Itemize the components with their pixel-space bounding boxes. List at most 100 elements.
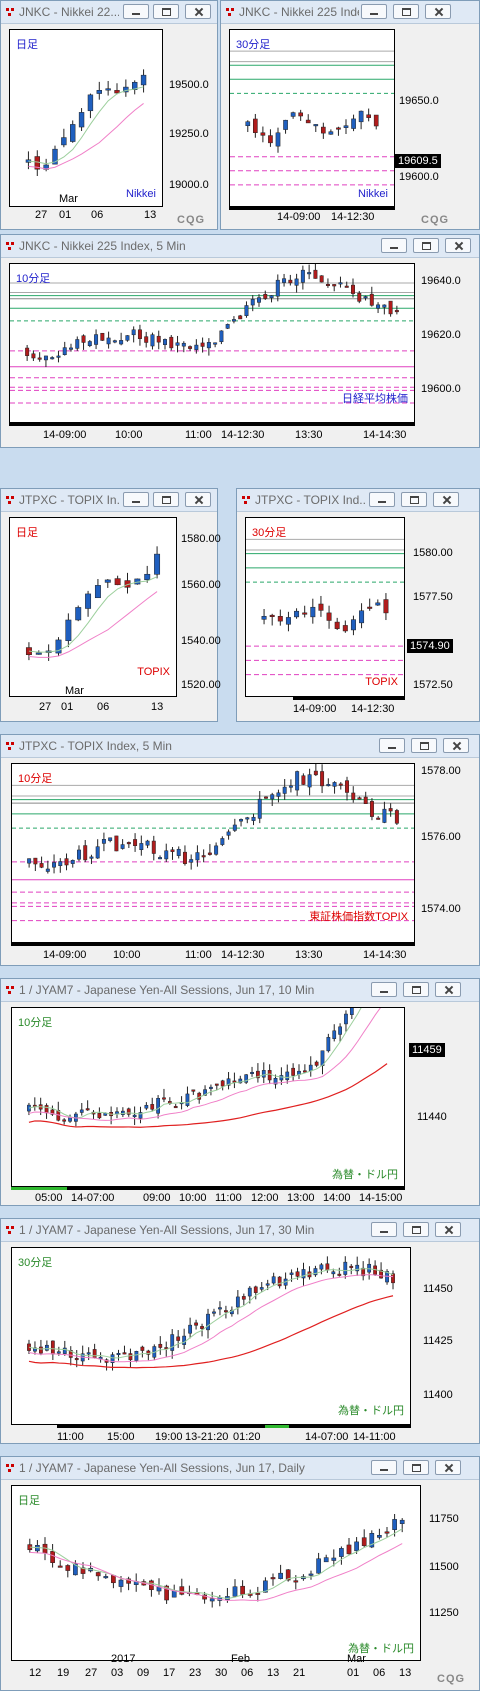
minimize-button[interactable] xyxy=(371,1460,397,1475)
candle-body xyxy=(298,112,303,117)
nikkei-daily-window[interactable]: JNKC - Nikkei 22... 日足 Nikkei 19500.0 19… xyxy=(0,0,218,230)
minimize-button[interactable] xyxy=(371,982,397,997)
title-bar[interactable]: JNKC - Nikkei 225 Index, 5 Min xyxy=(1,235,479,258)
cqg-app-icon xyxy=(242,496,250,504)
candle-body xyxy=(313,770,318,776)
x-axis-label: 12 xyxy=(29,1667,42,1679)
x-axis-label: 06 xyxy=(241,1667,254,1679)
candle-body xyxy=(108,837,113,841)
candle-body xyxy=(357,292,362,302)
session-bar xyxy=(293,697,405,700)
maximize-button[interactable] xyxy=(403,982,429,997)
candle-body xyxy=(164,850,169,860)
candle-body xyxy=(62,347,67,355)
candle-body xyxy=(123,86,129,93)
title-bar[interactable]: JTPXC - TOPIX In... xyxy=(1,489,217,512)
candle-body xyxy=(384,1531,390,1534)
price-chart[interactable]: 30分足 為替・ドル円 xyxy=(11,1247,411,1425)
minimize-button[interactable] xyxy=(381,238,407,253)
candle-body xyxy=(275,132,281,147)
price-chart[interactable]: 日足 為替・ドル円 xyxy=(11,1485,421,1661)
close-button[interactable] xyxy=(443,738,469,753)
close-button[interactable] xyxy=(435,982,461,997)
candle-body xyxy=(156,1098,160,1114)
candle-body xyxy=(61,137,67,146)
candle-body xyxy=(119,340,124,345)
price-chart[interactable]: 30分足 Nikkei xyxy=(229,29,395,207)
price-chart[interactable]: 30分足 TOPIX xyxy=(245,517,405,697)
close-button[interactable] xyxy=(435,1460,461,1475)
candle-body xyxy=(140,1346,145,1351)
close-button[interactable] xyxy=(185,4,211,19)
x-axis-label: 14-07:00 xyxy=(305,1431,349,1443)
y-axis-label: 19600.0 xyxy=(399,171,439,183)
x-axis-label: 21 xyxy=(293,1667,306,1679)
candle-body xyxy=(145,840,150,846)
candle-body xyxy=(275,279,280,297)
candle-body xyxy=(295,771,300,791)
candle-body xyxy=(305,119,311,124)
close-button[interactable] xyxy=(185,492,211,507)
maximize-button[interactable] xyxy=(411,738,437,753)
candle-body xyxy=(294,278,299,286)
candle-body xyxy=(336,127,341,130)
candle-body xyxy=(313,124,319,127)
maximize-button[interactable] xyxy=(153,4,179,19)
minimize-button[interactable] xyxy=(369,492,395,507)
candle-body xyxy=(271,1276,276,1284)
title-bar[interactable]: JTPXC - TOPIX Index, 5 Min xyxy=(1,735,479,758)
close-button[interactable] xyxy=(425,4,451,19)
maximize-button[interactable] xyxy=(153,492,179,507)
close-button[interactable] xyxy=(435,1222,461,1237)
candle-body xyxy=(118,1579,124,1587)
maximize-button[interactable] xyxy=(403,1222,429,1237)
window-title: 1 / JYAM7 - Japanese Yen-All Sessions, J… xyxy=(19,983,315,997)
price-chart[interactable]: 10分足 日経平均株価 xyxy=(9,263,415,423)
yen-10min-window[interactable]: 1 / JYAM7 - Japanese Yen-All Sessions, J… xyxy=(0,978,480,1206)
y-axis-label: 1540.00 xyxy=(181,635,221,647)
minimize-button[interactable] xyxy=(361,4,387,19)
price-chart[interactable]: 日足 Nikkei xyxy=(9,29,163,207)
minimize-button[interactable] xyxy=(123,492,149,507)
cqg-app-icon xyxy=(6,1464,14,1472)
y-axis-label: 19640.0 xyxy=(421,275,461,287)
title-bar[interactable]: JTPXC - TOPIX Ind... xyxy=(237,489,479,512)
yen-30min-window[interactable]: 1 / JYAM7 - Japanese Yen-All Sessions, J… xyxy=(0,1218,480,1444)
candle-body xyxy=(137,329,142,339)
candle-body xyxy=(263,1580,268,1593)
candle-body xyxy=(176,848,181,856)
minimize-button[interactable] xyxy=(371,1222,397,1237)
maximize-button[interactable] xyxy=(403,1460,429,1475)
topix-30min-window[interactable]: JTPXC - TOPIX Ind... 30分足 TOPIX 1580.00 … xyxy=(236,488,480,722)
maximize-button[interactable] xyxy=(413,238,439,253)
candle-body xyxy=(70,860,75,864)
instrument-label: TOPIX xyxy=(137,666,170,678)
moving-average-line xyxy=(28,1008,362,1119)
close-button[interactable] xyxy=(433,492,459,507)
x-axis-label: 17 xyxy=(163,1667,176,1679)
yen-daily-window[interactable]: 1 / JYAM7 - Japanese Yen-All Sessions, J… xyxy=(0,1456,480,1691)
maximize-button[interactable] xyxy=(401,492,427,507)
minimize-button[interactable] xyxy=(379,738,405,753)
maximize-button[interactable] xyxy=(393,4,419,19)
nikkei-30min-window[interactable]: JNKC - Nikkei 225 Index 30分足 Nikkei 1965… xyxy=(220,0,480,230)
price-chart[interactable]: 10分足 為替・ドル円 xyxy=(11,1007,405,1187)
candle-body xyxy=(114,578,121,586)
price-chart[interactable]: 10分足 東証株価指数TOPIX xyxy=(11,763,415,943)
topix-daily-window[interactable]: JTPXC - TOPIX In... 日足 TOPIX 1580.00 156… xyxy=(0,488,221,722)
price-chart[interactable]: 日足 TOPIX xyxy=(9,517,177,697)
candle-body xyxy=(188,346,193,349)
title-bar[interactable]: JNKC - Nikkei 22... xyxy=(1,1,217,24)
candle-chart-svg xyxy=(12,764,414,922)
candle-body xyxy=(375,602,381,606)
candle-body xyxy=(203,1089,207,1096)
candle-body xyxy=(235,1296,240,1308)
title-bar[interactable]: JNKC - Nikkei 225 Index xyxy=(221,1,479,24)
title-bar[interactable]: 1 / JYAM7 - Japanese Yen-All Sessions, J… xyxy=(1,1219,479,1242)
nikkei-5min-window[interactable]: JNKC - Nikkei 225 Index, 5 Min 10分足 日経平均… xyxy=(0,234,480,448)
title-bar[interactable]: 1 / JYAM7 - Japanese Yen-All Sessions, J… xyxy=(1,1457,479,1480)
title-bar[interactable]: 1 / JYAM7 - Japanese Yen-All Sessions, J… xyxy=(1,979,479,1002)
topix-5min-window[interactable]: JTPXC - TOPIX Index, 5 Min 10分足 東証株価指数TO… xyxy=(0,734,480,966)
minimize-button[interactable] xyxy=(123,4,149,19)
close-button[interactable] xyxy=(445,238,471,253)
